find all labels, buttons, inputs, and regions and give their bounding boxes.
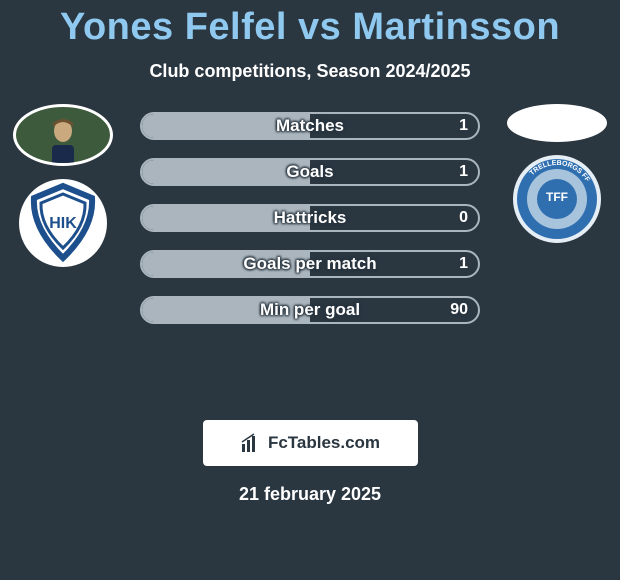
stat-label: Min per goal xyxy=(260,300,360,320)
stat-value-right: 1 xyxy=(459,163,468,181)
person-icon xyxy=(38,115,88,165)
brand-badge[interactable]: FcTables.com xyxy=(203,420,418,466)
comparison-main: HIK TFF TRELLEBORGS FF Matches xyxy=(0,112,620,372)
svg-text:TFF: TFF xyxy=(546,190,568,204)
stat-value-right: 1 xyxy=(459,117,468,135)
stat-row-goals: Goals 1 xyxy=(140,158,480,186)
left-club-logo: HIK xyxy=(18,178,108,268)
stat-value-right: 1 xyxy=(459,255,468,273)
right-player-column: TFF TRELLEBORGS FF xyxy=(502,104,612,244)
stat-value-right: 0 xyxy=(459,209,468,227)
stats-bars: Matches 1 Goals 1 Hattricks 0 Goals per … xyxy=(140,112,480,324)
shield-icon: HIK xyxy=(18,178,108,268)
subtitle: Club competitions, Season 2024/2025 xyxy=(0,61,620,82)
stat-value-right: 90 xyxy=(450,301,468,319)
left-player-column: HIK xyxy=(8,104,118,268)
stat-label: Goals per match xyxy=(243,254,376,274)
stat-row-mpg: Min per goal 90 xyxy=(140,296,480,324)
stat-row-matches: Matches 1 xyxy=(140,112,480,140)
stat-row-hattricks: Hattricks 0 xyxy=(140,204,480,232)
stat-row-gpm: Goals per match 1 xyxy=(140,250,480,278)
right-club-logo: TFF TRELLEBORGS FF xyxy=(512,154,602,244)
page-title: Yones Felfel vs Martinsson xyxy=(0,0,620,49)
club-badge-icon: TFF TRELLEBORGS FF xyxy=(512,154,602,244)
bar-chart-icon xyxy=(240,432,262,454)
brand-text: FcTables.com xyxy=(268,433,380,453)
left-player-photo xyxy=(13,104,113,166)
date-text: 21 february 2025 xyxy=(0,484,620,505)
stat-label: Goals xyxy=(286,162,333,182)
right-player-photo xyxy=(507,104,607,142)
stat-fill-left xyxy=(142,160,310,184)
stat-label: Matches xyxy=(276,116,344,136)
svg-text:HIK: HIK xyxy=(49,215,77,232)
stat-label: Hattricks xyxy=(274,208,347,228)
